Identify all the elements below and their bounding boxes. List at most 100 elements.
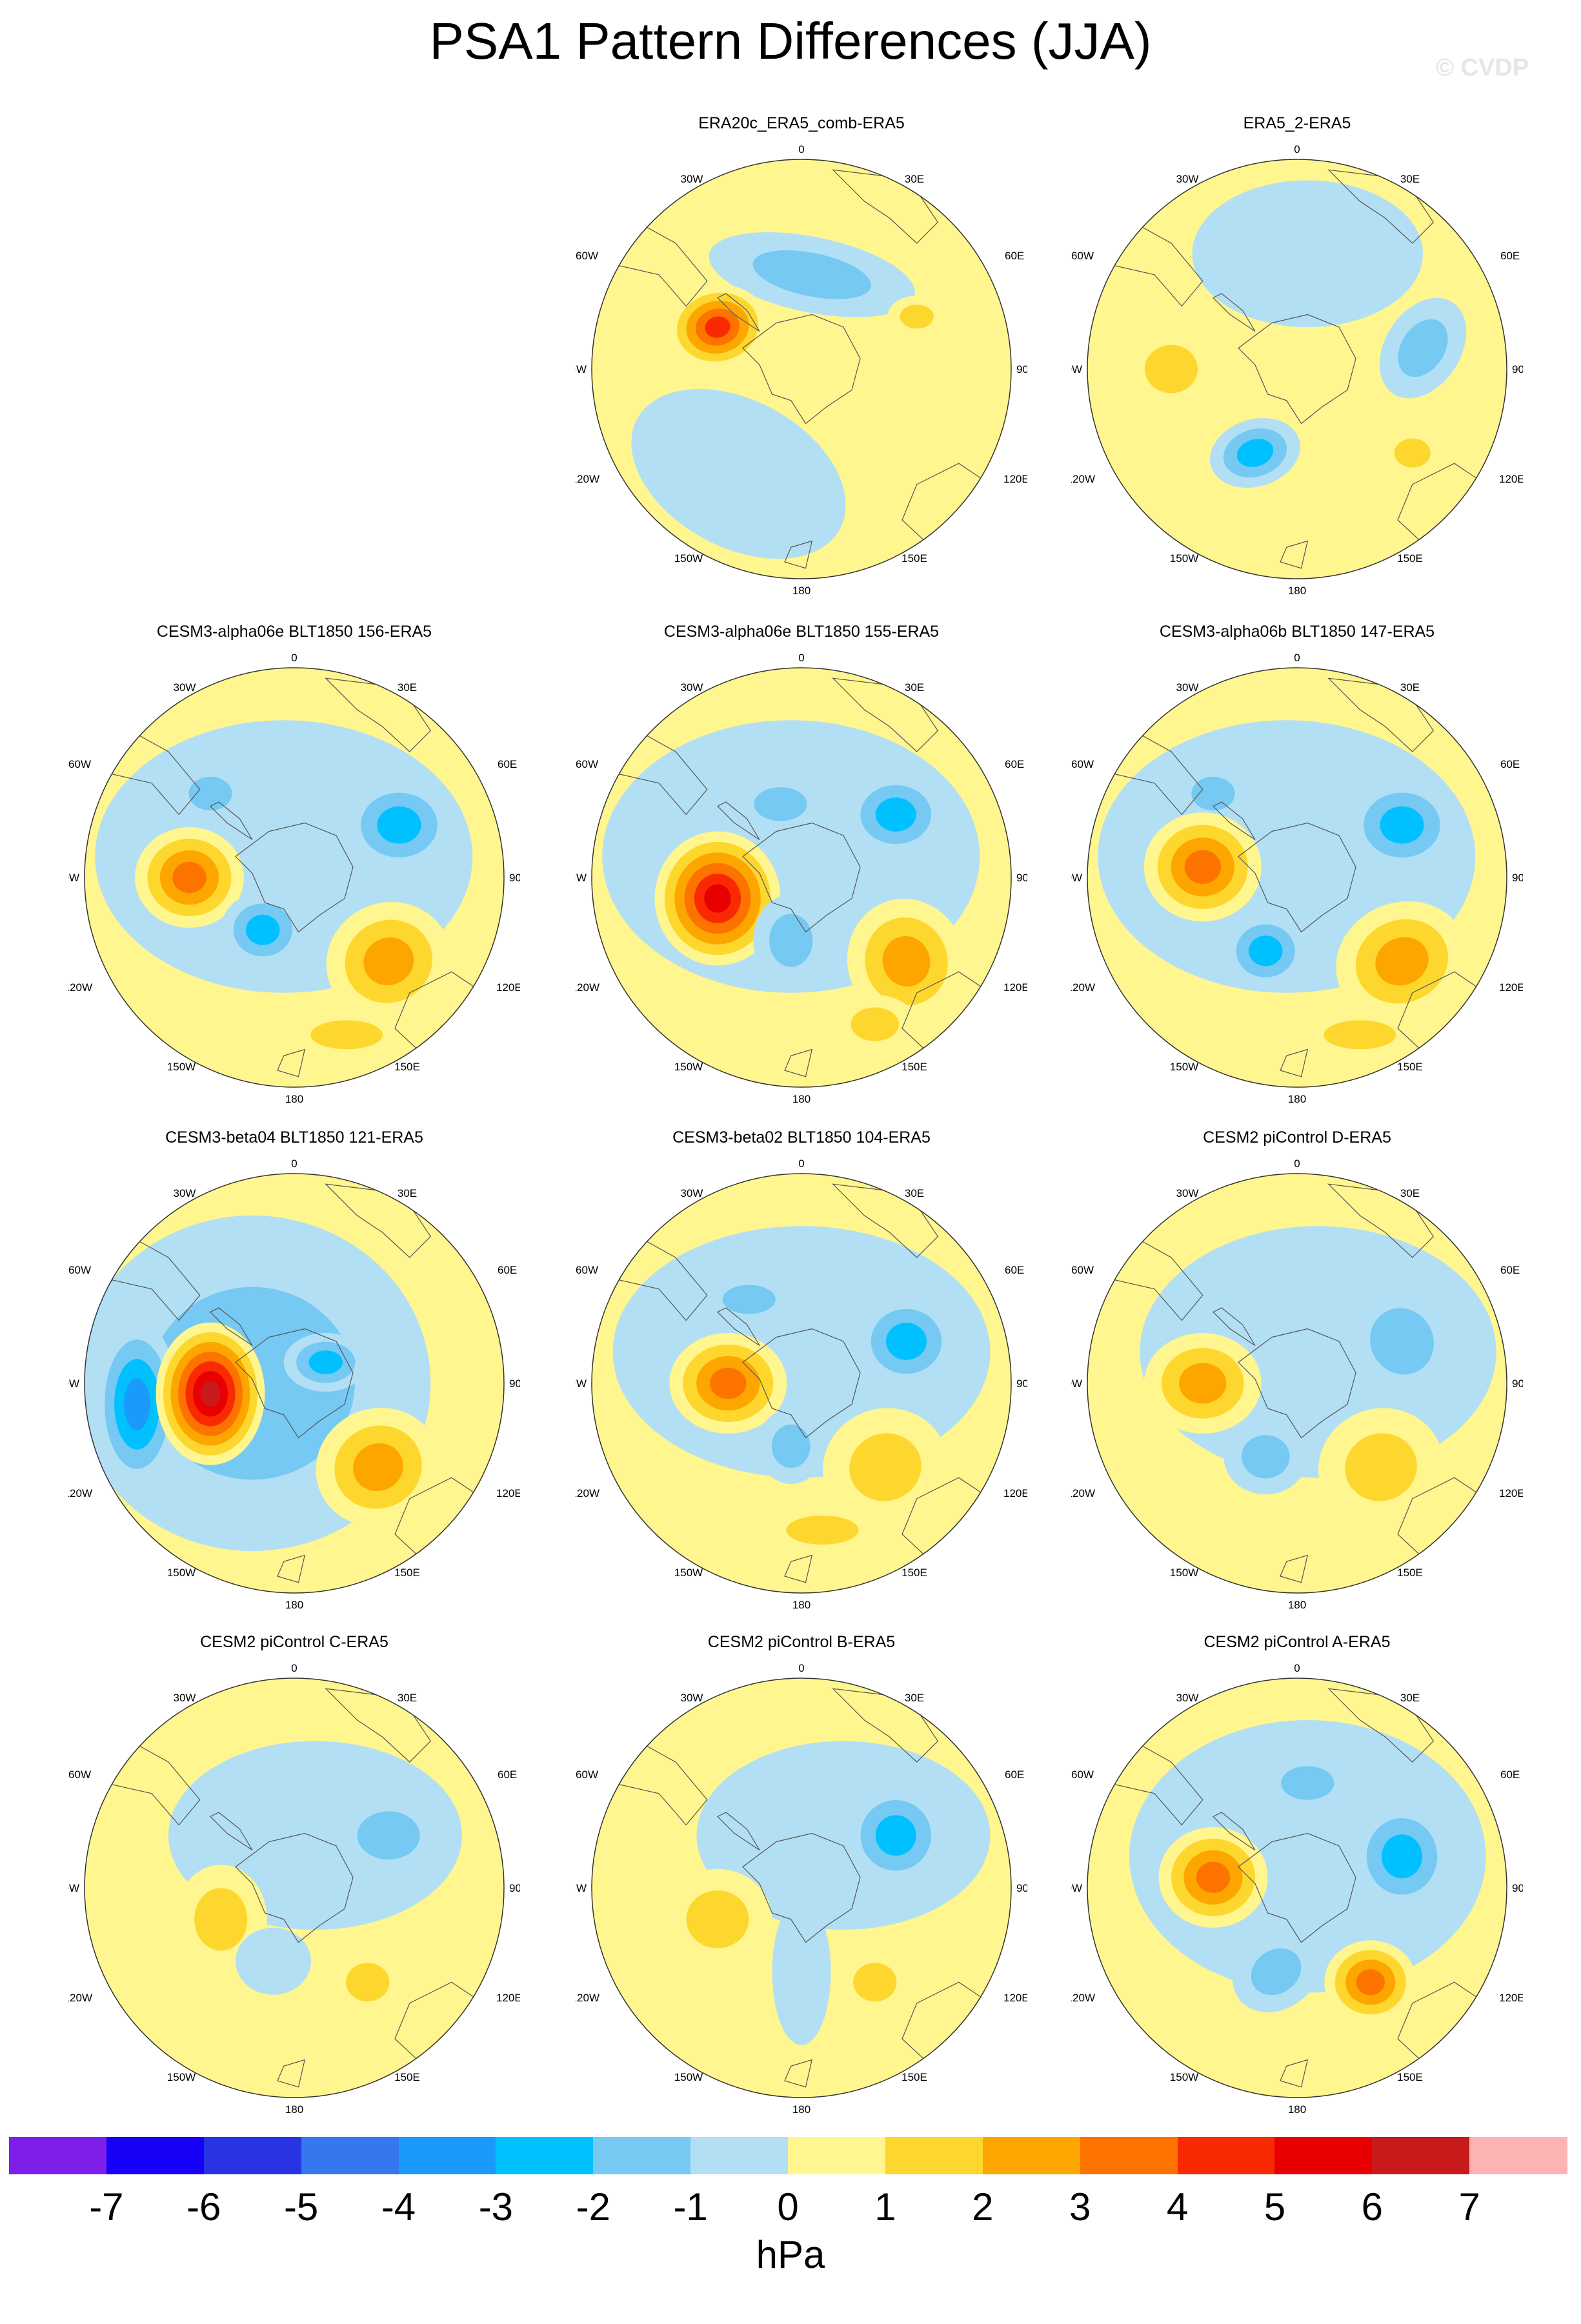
longitude-label: 30E [1400,681,1420,694]
polar-map-icon: 0 180 90W 90E 30W 60W 30E 60E 120W 150W 120E 150E [68,652,520,1105]
map-panel: ERA20c_ERA5_comb-ERA5 0 180 90W 90E 30W 60W 30E… [576,112,1027,622]
coastline [1212,1307,1256,1346]
longitude-label: 120E [1499,1992,1523,2004]
longitude-label: 150W [1170,1061,1198,1073]
contour-fill [1375,937,1429,986]
longitude-label: 60W [68,1768,91,1781]
map-panel: CESM3-alpha06e BLT1850 156-ERA5 0 180 90W 90… [68,621,520,1130]
contour-fill [900,305,934,329]
longitude-label: 30W [681,173,703,185]
colorbar-segment [301,2137,399,2174]
polar-map-icon: 0 180 90W 90E 30W 60W 30E 60E 120W 150W 120E 150E [576,143,1027,597]
longitude-label: 150W [674,2071,703,2083]
longitude-label: 120E [1003,1487,1027,1499]
longitude-label: 150E [394,2071,420,2083]
polar-map-icon: 0 180 90W 90E 30W 60W 30E 60E 120W 150W 120E 150E [68,1157,520,1611]
colorbar-tick-label: -7 [89,2185,124,2229]
coastline [742,314,861,425]
longitude-label: 120W [68,1487,92,1499]
longitude-label: 30E [398,1692,417,1704]
polar-map-icon: 0 180 90W 90E 30W 60W 30E 60E 120W 150W 120E 150E [576,652,1027,1105]
longitude-label: 30E [905,1187,924,1199]
longitude-label: 150E [901,552,927,565]
longitude-label: 120W [576,1992,599,2004]
panel-title: CESM3-alpha06e BLT1850 155-ERA5 [663,623,940,641]
longitude-label: 60E [1005,1264,1024,1276]
colorbar-segment [593,2137,691,2174]
polar-map-icon: 0 180 90W 90E 30W 60W 30E 60E 120W 150W 120E 150E [68,1662,520,2116]
contour-fill [853,1963,897,2002]
longitude-label: 60W [68,758,91,770]
longitude-label: 150E [394,1061,420,1073]
longitude-label: 120W [1071,473,1095,485]
longitude-label: 150W [674,1061,703,1073]
longitude-label: 30W [174,1692,196,1704]
contour-fill [377,806,421,844]
colorbar-tick-label: 2 [972,2185,994,2229]
map-border [591,667,1012,1088]
longitude-label: 60E [1500,250,1520,262]
contour-fill [875,797,916,832]
colorbar-segment [398,2137,496,2174]
longitude-label: 150W [167,2071,196,2083]
longitude-label: 30E [1400,173,1420,185]
colorbar-segment [1372,2137,1470,2174]
longitude-label: 60W [68,1264,91,1276]
longitude-label: 0 [798,1157,804,1170]
longitude-label: 30W [1176,173,1199,185]
longitude-label: 90E [509,872,520,884]
colorbar-segment [9,2137,107,2174]
longitude-label: 90W [576,872,587,884]
longitude-label: 60E [1005,1768,1024,1781]
longitude-label: 90E [1512,1377,1523,1390]
longitude-label: 90W [68,872,79,884]
longitude-label: 0 [1294,1157,1300,1170]
longitude-label: 150E [1397,2071,1423,2083]
contour-fill [1394,438,1431,468]
map-border [84,1678,505,2098]
map-border [1087,667,1507,1088]
longitude-label: 150W [167,1567,196,1579]
longitude-label: 180 [1288,585,1306,597]
longitude-label: 0 [798,1662,804,1674]
coastline [742,822,861,933]
longitude-label: 120W [1071,1487,1095,1499]
longitude-label: 0 [798,652,804,664]
contour-fill [1382,1834,1422,1879]
longitude-label: 120E [1499,1487,1523,1499]
contour-fill [1249,936,1283,967]
longitude-label: 150E [901,1567,927,1579]
panel-title: CESM3-beta02 BLT1850 104-ERA5 [672,1128,931,1147]
longitude-label: 60W [576,758,598,770]
longitude-label: 0 [1294,143,1300,155]
longitude-label: 30W [174,1187,196,1199]
longitude-label: 180 [792,2103,811,2116]
colorbar-tick-label: 7 [1458,2185,1480,2229]
contour-fill [772,1898,831,2045]
longitude-label: 150E [394,1567,420,1579]
longitude-label: 90W [1071,1882,1082,1894]
colorbar-segment [1177,2137,1275,2174]
contour-fill [1179,1363,1227,1404]
coastline [209,1812,253,1850]
map-panel: CESM2 piControl C-ERA5 0 180 90W 90E 30W 60W 30… [68,1631,520,2141]
coastline [1280,1554,1309,1583]
longitude-label: 90W [1071,363,1082,376]
contour-fill [1345,1433,1417,1501]
longitude-label: 60E [1500,758,1520,770]
longitude-label: 90E [1512,1882,1523,1894]
contour-fill [754,787,807,821]
longitude-label: 150E [1397,552,1423,565]
contour-fill [1356,1969,1385,1996]
contour-fill [353,1443,403,1492]
longitude-label: 180 [792,1599,811,1611]
coastline [742,1328,861,1439]
longitude-label: 30W [1176,681,1199,694]
longitude-label: 30W [681,1187,703,1199]
longitude-label: 120W [1071,981,1095,994]
longitude-label: 90W [576,363,587,376]
longitude-label: 120W [68,981,92,994]
contour-fill [1380,806,1424,844]
longitude-label: 30E [905,173,924,185]
longitude-label: 30E [398,1187,417,1199]
